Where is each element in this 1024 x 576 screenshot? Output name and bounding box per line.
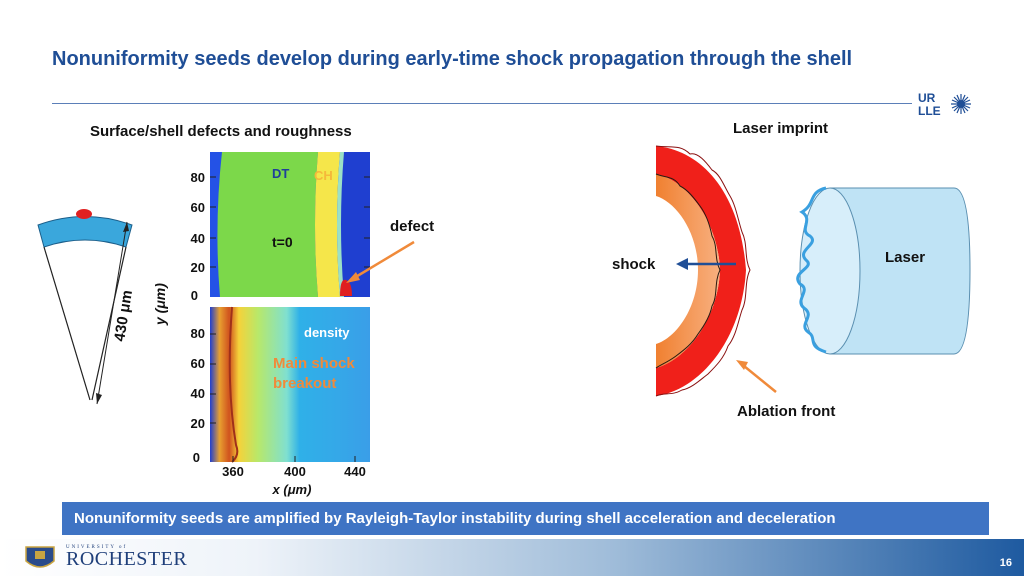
laser-imprint-diagram — [655, 145, 971, 397]
wedge-edge-right — [91, 246, 127, 401]
ch-label: CH — [314, 168, 333, 183]
y-axis-label: y (μm) — [152, 283, 168, 326]
shell-wedge-diagram: 430 μm — [37, 209, 136, 405]
inner-interface-perturbation — [655, 173, 721, 369]
title-divider — [52, 103, 912, 104]
shell-segment — [37, 216, 133, 248]
top-y-tick-40: 40 — [191, 231, 205, 246]
top-y-tick-80: 80 — [191, 170, 205, 185]
density-label: density — [304, 325, 350, 340]
university-small-text: UNIVERSITY of — [66, 545, 128, 550]
shock-label: shock — [612, 256, 656, 273]
ablation-surface-perturbation — [655, 145, 751, 397]
shell-inner-orange — [656, 174, 720, 368]
bottom-y-tick-20: 20 — [191, 416, 205, 431]
t0-density-plot: DT CH t=0 80 60 40 20 0 — [191, 152, 370, 300]
ablation-front-label: Ablation front — [737, 403, 836, 420]
logo-line1: UR — [918, 91, 936, 105]
dimension-line — [96, 221, 128, 405]
ablation-front-arrowhead — [736, 360, 748, 370]
laser-imprint-label: Laser imprint — [733, 120, 829, 137]
bottom-y-tick-40: 40 — [191, 386, 205, 401]
top-y-tick-0: 0 — [191, 288, 198, 300]
x-tick-400: 400 — [284, 464, 306, 479]
dt-ice-region — [217, 152, 318, 297]
left-panel-heading: Surface/shell defects and roughness — [90, 123, 352, 140]
x-tick-440: 440 — [344, 464, 366, 479]
defect-marker — [340, 279, 352, 296]
density-breakout-plot: density Main shock breakout 80 60 40 20 … — [191, 306, 370, 497]
laser-label: Laser — [885, 249, 926, 266]
top-y-tick-60: 60 — [191, 200, 205, 215]
x-tick-360: 360 — [222, 464, 244, 479]
defect-arrow — [346, 240, 415, 283]
wedge-edge-left — [43, 246, 91, 401]
logo-line2: LLE — [918, 104, 941, 118]
ablator-edge — [337, 152, 344, 297]
dimension-arrow-top — [123, 222, 129, 232]
bottom-y-tick-0: 0 — [193, 450, 200, 465]
top-plot-ticks — [210, 176, 370, 268]
laser-nonuniformity-profile — [796, 186, 827, 354]
dt-label: DT — [272, 166, 289, 181]
defect-label: defect — [390, 218, 435, 235]
bottom-y-tick-80: 80 — [191, 326, 205, 341]
footer-bar — [0, 539, 1024, 576]
urlle-logo: UR LLE — [918, 91, 971, 118]
bottom-plot-ticks — [210, 333, 356, 462]
breakout-annotation-line2: breakout — [273, 375, 336, 392]
shock-arrowhead — [676, 258, 688, 270]
laser-beam-face — [799, 187, 861, 355]
rochester-seal-icon — [25, 546, 55, 568]
summary-banner: Nonuniformity seeds are amplified by Ray… — [62, 502, 989, 535]
density-field — [210, 307, 370, 462]
dimension-arrow-bottom — [96, 393, 102, 404]
x-axis-label: x (μm) — [272, 482, 312, 497]
page-number: 16 — [999, 557, 1012, 569]
y-axis-label-container: y (μm) — [152, 283, 168, 326]
page-title: Nonuniformity seeds develop during early… — [52, 48, 853, 70]
surface-defect-bump — [76, 209, 92, 219]
breakout-annotation-line1: Main shock — [273, 355, 355, 372]
ablation-front-arrow — [743, 365, 777, 393]
time-label: t=0 — [272, 234, 293, 250]
starburst-icon — [951, 94, 971, 114]
shell-outer-red — [656, 146, 746, 396]
laser-beam-cylinder — [829, 187, 971, 355]
top-y-tick-20: 20 — [191, 260, 205, 275]
university-name: ROCHESTER — [66, 548, 188, 570]
ch-ablator-region — [315, 152, 340, 297]
bottom-y-tick-60: 60 — [191, 356, 205, 371]
shock-front-line — [228, 306, 239, 463]
